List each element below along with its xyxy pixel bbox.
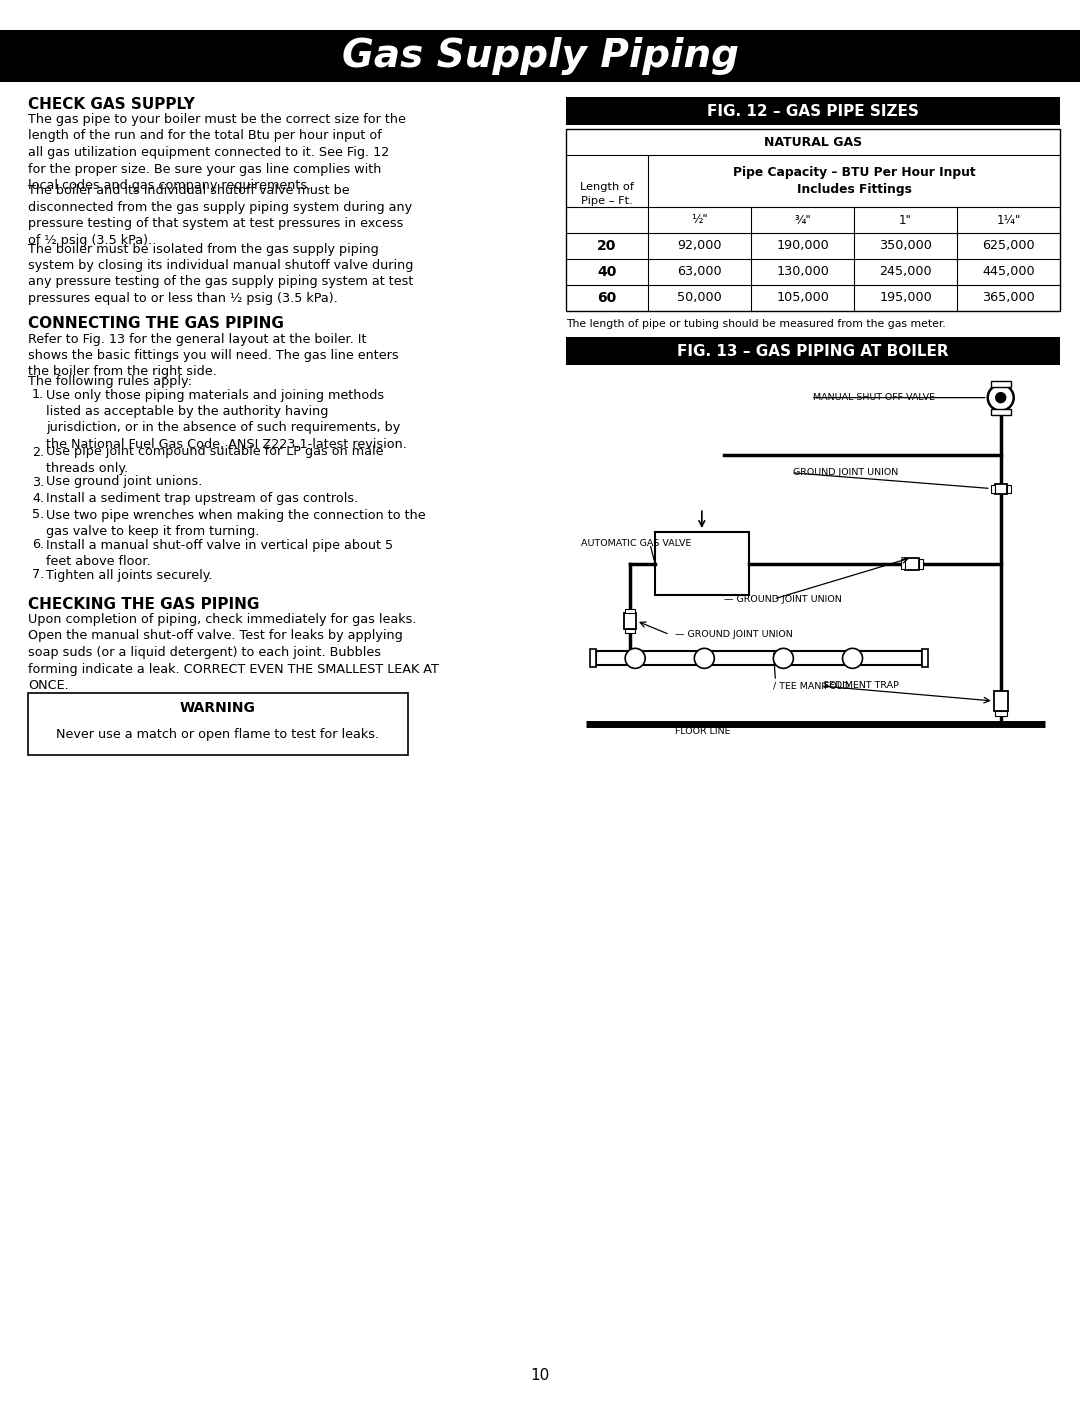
Bar: [625, 629, 635, 633]
Text: CONNECTING THE GAS PIPING: CONNECTING THE GAS PIPING: [28, 317, 284, 331]
Text: NATURAL GAS: NATURAL GAS: [764, 136, 862, 149]
Text: 365,000: 365,000: [982, 292, 1035, 304]
Text: 350,000: 350,000: [879, 240, 932, 253]
Text: 5.: 5.: [32, 508, 44, 522]
Text: 130,000: 130,000: [777, 265, 829, 279]
Text: Pipe Capacity – BTU Per Hour Input
Includes Fittings: Pipe Capacity – BTU Per Hour Input Inclu…: [732, 166, 975, 196]
Text: ¾": ¾": [794, 213, 811, 226]
Bar: [919, 558, 922, 568]
Bar: [596, 651, 921, 665]
Text: 20: 20: [597, 239, 617, 253]
Text: / TEE MANIFOLD: / TEE MANIFOLD: [773, 682, 850, 690]
Text: 92,000: 92,000: [677, 240, 721, 253]
Text: 245,000: 245,000: [879, 265, 932, 279]
Text: 195,000: 195,000: [879, 292, 932, 304]
Text: 40: 40: [597, 265, 617, 279]
Text: CHECK GAS SUPPLY: CHECK GAS SUPPLY: [28, 97, 194, 112]
Text: MANUAL SHUT-OFF VALVE: MANUAL SHUT-OFF VALVE: [813, 393, 935, 403]
Bar: [28, 693, 408, 755]
Text: Length of
Pipe – Ft.: Length of Pipe – Ft.: [580, 182, 634, 206]
Text: 7.: 7.: [32, 568, 44, 581]
Bar: [990, 408, 1011, 415]
Text: 50,000: 50,000: [677, 292, 721, 304]
Bar: [654, 532, 748, 595]
Bar: [1007, 484, 1011, 492]
Circle shape: [842, 648, 863, 668]
Bar: [901, 558, 905, 568]
Bar: [566, 97, 1059, 125]
Text: 445,000: 445,000: [982, 265, 1035, 279]
Circle shape: [773, 648, 794, 668]
Text: Upon completion of piping, check immediately for gas leaks.
Open the manual shut: Upon completion of piping, check immedia…: [28, 613, 438, 692]
Text: FLOOR LINE: FLOOR LINE: [675, 727, 730, 737]
Circle shape: [996, 393, 1005, 403]
Circle shape: [625, 648, 645, 668]
Text: 1": 1": [899, 213, 912, 226]
Bar: [995, 484, 1007, 494]
Text: 105,000: 105,000: [777, 292, 829, 304]
Text: The following rules apply:: The following rules apply:: [28, 375, 192, 389]
Bar: [994, 692, 1008, 711]
Text: Install a manual shut-off valve in vertical pipe about 5
feet above floor.: Install a manual shut-off valve in verti…: [46, 539, 393, 568]
Text: Use pipe joint compound suitable for LP gas on male
threads only.: Use pipe joint compound suitable for LP …: [46, 446, 383, 476]
Text: 60: 60: [597, 290, 617, 304]
Bar: [624, 613, 636, 629]
Bar: [990, 484, 995, 492]
Text: FIG. 12 – GAS PIPE SIZES: FIG. 12 – GAS PIPE SIZES: [707, 104, 919, 118]
Text: 625,000: 625,000: [982, 240, 1035, 253]
Text: Tighten all joints securely.: Tighten all joints securely.: [46, 568, 213, 581]
Text: 4.: 4.: [32, 492, 44, 505]
Text: 190,000: 190,000: [777, 240, 828, 253]
Text: Refer to Fig. 13 for the general layout at the boiler. It
shows the basic fittin: Refer to Fig. 13 for the general layout …: [28, 333, 399, 379]
Text: WARNING: WARNING: [180, 702, 256, 716]
Text: FIG. 13 – GAS PIPING AT BOILER: FIG. 13 – GAS PIPING AT BOILER: [677, 344, 949, 359]
Text: CHECKING THE GAS PIPING: CHECKING THE GAS PIPING: [28, 598, 259, 612]
Bar: [566, 129, 1059, 311]
Bar: [0, 29, 1080, 81]
Text: 3.: 3.: [32, 476, 44, 488]
Text: Use ground joint unions.: Use ground joint unions.: [46, 476, 202, 488]
Text: Install a sediment trap upstream of gas controls.: Install a sediment trap upstream of gas …: [46, 492, 359, 505]
Text: 1¼": 1¼": [997, 213, 1021, 226]
Text: 2.: 2.: [32, 446, 44, 459]
Bar: [995, 711, 1007, 716]
Text: Gas Supply Piping: Gas Supply Piping: [341, 36, 739, 74]
Text: ½": ½": [691, 213, 707, 226]
Bar: [625, 609, 635, 613]
Text: — GROUND JOINT UNION: — GROUND JOINT UNION: [724, 595, 841, 603]
Bar: [566, 337, 1059, 365]
Text: The boiler and its individual shutoff valve must be
disconnected from the gas su: The boiler and its individual shutoff va…: [28, 185, 413, 247]
Text: Use only those piping materials and joining methods
listed as acceptable by the : Use only those piping materials and join…: [46, 389, 407, 450]
Text: The gas pipe to your boiler must be the correct size for the
length of the run a: The gas pipe to your boiler must be the …: [28, 114, 406, 192]
Circle shape: [988, 384, 1014, 411]
Text: 10: 10: [530, 1368, 550, 1382]
Bar: [590, 650, 596, 668]
Text: The length of pipe or tubing should be measured from the gas meter.: The length of pipe or tubing should be m…: [566, 318, 946, 328]
Bar: [990, 380, 1011, 387]
Text: GROUND JOINT UNION: GROUND JOINT UNION: [793, 469, 899, 477]
Text: Never use a match or open flame to test for leaks.: Never use a match or open flame to test …: [56, 728, 379, 741]
Circle shape: [694, 648, 714, 668]
Text: Use two pipe wrenches when making the connection to the
gas valve to keep it fro: Use two pipe wrenches when making the co…: [46, 508, 426, 537]
Bar: [921, 650, 928, 668]
Text: 6.: 6.: [32, 539, 44, 551]
Text: SEDIMENT TRAP: SEDIMENT TRAP: [823, 682, 899, 690]
Text: 1.: 1.: [32, 389, 44, 401]
Bar: [905, 557, 919, 570]
Text: AUTOMATIC GAS VALVE: AUTOMATIC GAS VALVE: [581, 539, 691, 549]
Text: 63,000: 63,000: [677, 265, 721, 279]
Text: The boiler must be isolated from the gas supply piping
system by closing its ind: The boiler must be isolated from the gas…: [28, 243, 414, 304]
Text: — GROUND JOINT UNION: — GROUND JOINT UNION: [675, 630, 793, 640]
